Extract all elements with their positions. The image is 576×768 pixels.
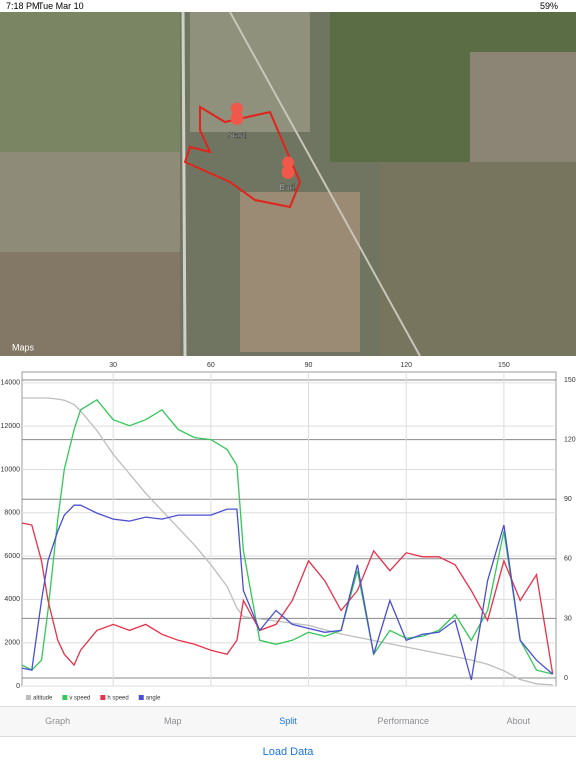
end-pin: [281, 156, 295, 179]
road: [181, 12, 187, 356]
legend-swatch: [62, 695, 68, 700]
date: Tue Mar 10: [38, 1, 84, 11]
tab[interactable]: Graph: [45, 716, 71, 726]
battery: 59%: [539, 1, 558, 11]
field: [0, 12, 180, 152]
series-line: [22, 397, 553, 686]
end-label: End!: [280, 183, 296, 192]
chart: 0 2000 4000 6000 8000 10000 12000 14000 0 30 60 90 1…: [1, 362, 576, 702]
y2-tick-label: 150: [564, 377, 576, 384]
status-bar: 7:18 PM Tue Mar 10 59%: [0, 0, 576, 12]
y2-tick-label: 0: [564, 675, 568, 682]
legend-swatch: [138, 695, 144, 700]
tab[interactable]: Split: [279, 716, 297, 726]
tab-bar: Graph Map Split Performance About: [0, 706, 576, 737]
tab[interactable]: Performance: [377, 716, 429, 726]
plot-frame: [21, 371, 557, 687]
tab[interactable]: About: [506, 716, 531, 726]
load-data-button[interactable]: Load Data: [262, 746, 314, 758]
legend-label: angle: [146, 696, 161, 702]
legend-label: h speed: [107, 696, 128, 702]
y-tick-label: 8000: [4, 510, 20, 517]
time: 7:18 PM: [6, 1, 40, 11]
series-line: [21, 522, 554, 675]
y-tick-label: 4000: [4, 596, 20, 603]
start-label: Start!: [227, 131, 246, 140]
y2-tick-label: 90: [564, 496, 572, 503]
x-tick-label: 120: [400, 362, 412, 369]
y-tick-label: 12000: [1, 423, 21, 430]
y-tick-label: 14000: [1, 380, 21, 387]
x-tick-label: 60: [207, 362, 215, 369]
field: [0, 252, 180, 356]
road: [229, 12, 421, 356]
start-pin: [230, 102, 244, 125]
y2-tick-label: 30: [564, 615, 572, 622]
legend-label: v speed: [69, 696, 90, 702]
y-tick-label: 6000: [4, 553, 20, 560]
y-tick-label: 2000: [4, 640, 20, 647]
map[interactable]: Start! End! Maps: [0, 12, 576, 356]
attribution: Maps: [12, 342, 35, 352]
route: [183, 105, 302, 209]
y2-tick-label: 120: [564, 436, 576, 443]
legend-swatch: [100, 695, 106, 700]
field: [470, 52, 576, 162]
y2-tick-label: 60: [564, 556, 572, 563]
series-line: [21, 398, 553, 675]
x-tick-label: 30: [109, 362, 117, 369]
field: [190, 12, 310, 132]
field: [0, 152, 180, 252]
series-line: [21, 504, 554, 681]
x-tick-label: 90: [305, 362, 313, 369]
field: [240, 192, 360, 352]
tab[interactable]: Map: [164, 716, 182, 726]
x-tick-label: 150: [498, 362, 510, 369]
y-tick-label: 0: [16, 683, 20, 690]
field: [380, 162, 576, 356]
legend-swatch: [26, 695, 31, 700]
legend-label: altitude: [33, 696, 53, 702]
y-tick-label: 10000: [1, 466, 21, 473]
